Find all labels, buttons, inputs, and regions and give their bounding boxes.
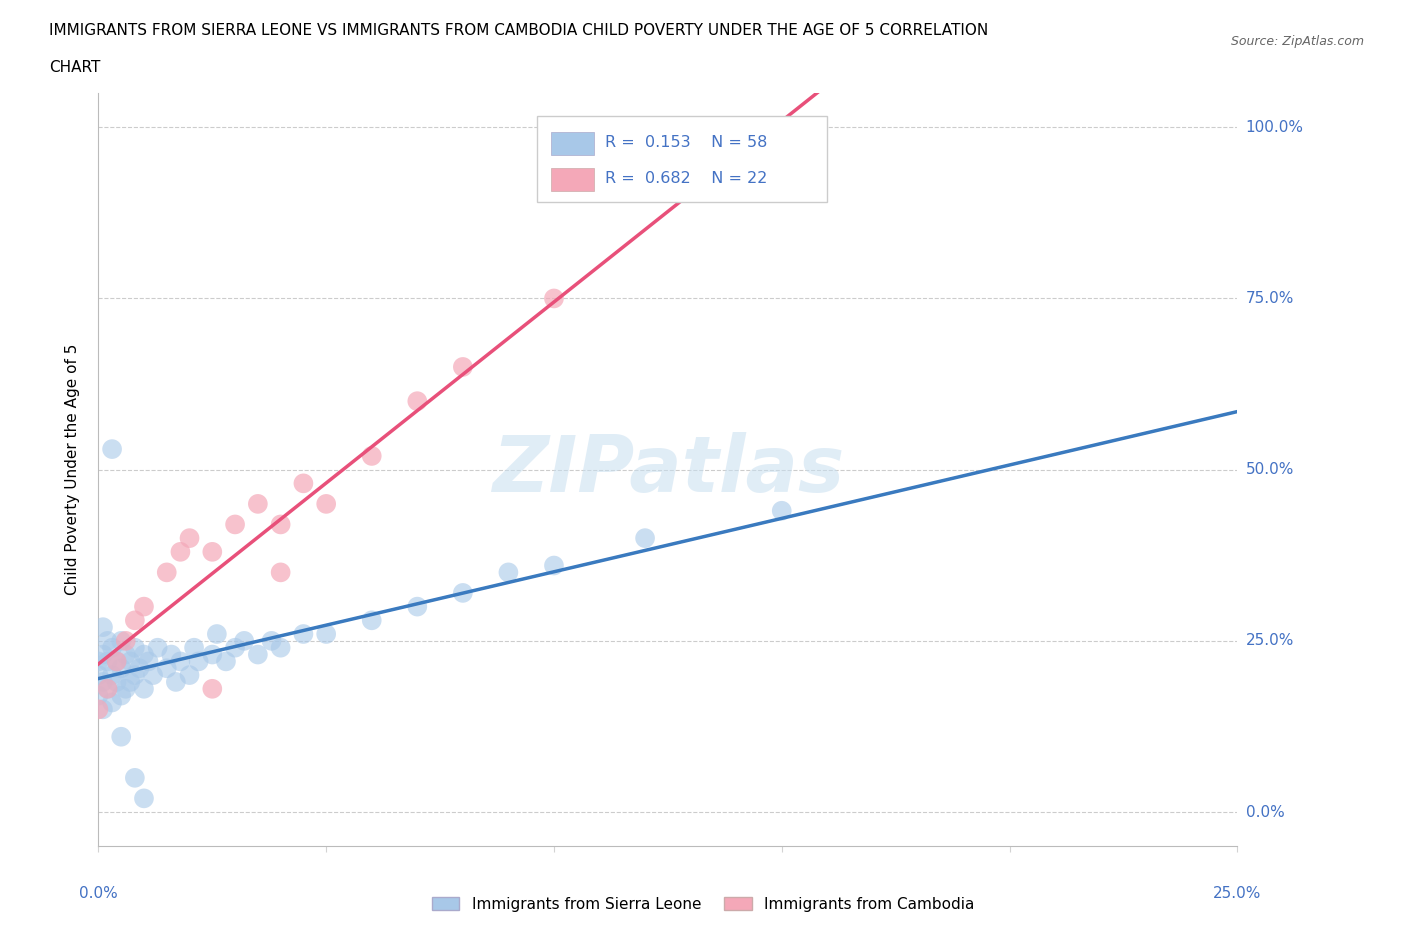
Point: [233, 633, 256, 648]
Point: [101, 668, 124, 683]
Point: [360, 613, 382, 628]
Point: [770, 120, 793, 135]
Point: [96, 654, 118, 669]
Point: [142, 668, 165, 683]
Point: [105, 674, 128, 689]
Text: R =  0.153    N = 58: R = 0.153 N = 58: [605, 135, 768, 151]
Point: [224, 517, 246, 532]
Point: [87, 702, 110, 717]
FancyBboxPatch shape: [537, 115, 827, 202]
Text: 25.0%: 25.0%: [1213, 886, 1261, 901]
Point: [156, 661, 179, 676]
Point: [114, 633, 136, 648]
Point: [105, 654, 128, 669]
Point: [183, 640, 205, 655]
Point: [406, 393, 429, 408]
Point: [160, 647, 183, 662]
Point: [96, 633, 118, 648]
Point: [246, 647, 269, 662]
Point: [292, 476, 315, 491]
Point: [110, 661, 132, 676]
Point: [246, 497, 269, 512]
Text: 0.0%: 0.0%: [79, 886, 118, 901]
Point: [270, 640, 292, 655]
Text: 25.0%: 25.0%: [1246, 633, 1294, 648]
Point: [132, 599, 155, 614]
Point: [132, 682, 155, 697]
Y-axis label: Child Poverty Under the Age of 5: Child Poverty Under the Age of 5: [65, 344, 80, 595]
Point: [169, 544, 191, 559]
Point: [169, 654, 191, 669]
Point: [179, 531, 201, 546]
Point: [124, 640, 146, 655]
Point: [101, 640, 124, 655]
Point: [128, 661, 150, 676]
Text: 50.0%: 50.0%: [1246, 462, 1294, 477]
Point: [120, 674, 142, 689]
Point: [201, 544, 224, 559]
Point: [87, 654, 110, 669]
Point: [124, 668, 146, 683]
Point: [498, 565, 520, 579]
Point: [543, 291, 565, 306]
Point: [315, 497, 337, 512]
Point: [201, 647, 224, 662]
Point: [101, 695, 124, 710]
Point: [315, 627, 337, 642]
Point: [634, 531, 657, 546]
Point: [124, 770, 146, 785]
Text: R =  0.682    N = 22: R = 0.682 N = 22: [605, 171, 768, 186]
Point: [165, 674, 187, 689]
Point: [187, 654, 209, 669]
Point: [770, 503, 793, 518]
FancyBboxPatch shape: [551, 132, 593, 154]
Point: [270, 517, 292, 532]
Point: [292, 627, 315, 642]
Point: [110, 688, 132, 703]
Point: [179, 668, 201, 683]
Point: [451, 360, 474, 375]
Text: IMMIGRANTS FROM SIERRA LEONE VS IMMIGRANTS FROM CAMBODIA CHILD POVERTY UNDER THE: IMMIGRANTS FROM SIERRA LEONE VS IMMIGRAN…: [49, 23, 988, 38]
Point: [110, 633, 132, 648]
Point: [91, 619, 114, 634]
Point: [101, 442, 124, 457]
Point: [91, 674, 114, 689]
Point: [360, 448, 382, 463]
Point: [96, 682, 118, 697]
Point: [110, 729, 132, 744]
Point: [114, 682, 136, 697]
Point: [215, 654, 238, 669]
Point: [543, 558, 565, 573]
Text: ZIPatlas: ZIPatlas: [492, 432, 844, 508]
Point: [96, 682, 118, 697]
Point: [105, 654, 128, 669]
Point: [87, 688, 110, 703]
Point: [146, 640, 169, 655]
Point: [91, 702, 114, 717]
Point: [87, 668, 110, 683]
Point: [114, 647, 136, 662]
FancyBboxPatch shape: [551, 168, 593, 191]
Legend: Immigrants from Sierra Leone, Immigrants from Cambodia: Immigrants from Sierra Leone, Immigrants…: [426, 890, 980, 918]
Text: 75.0%: 75.0%: [1246, 291, 1294, 306]
Point: [406, 599, 429, 614]
Point: [120, 654, 142, 669]
Point: [156, 565, 179, 579]
Point: [132, 790, 155, 805]
Text: Source: ZipAtlas.com: Source: ZipAtlas.com: [1230, 35, 1364, 48]
Point: [205, 627, 228, 642]
Point: [138, 654, 160, 669]
Point: [201, 682, 224, 697]
Text: 100.0%: 100.0%: [1246, 120, 1303, 135]
Point: [224, 640, 246, 655]
Point: [451, 586, 474, 601]
Text: CHART: CHART: [49, 60, 101, 75]
Point: [132, 647, 155, 662]
Point: [124, 613, 146, 628]
Text: 0.0%: 0.0%: [1246, 804, 1284, 819]
Point: [270, 565, 292, 579]
Point: [260, 633, 283, 648]
Point: [91, 647, 114, 662]
